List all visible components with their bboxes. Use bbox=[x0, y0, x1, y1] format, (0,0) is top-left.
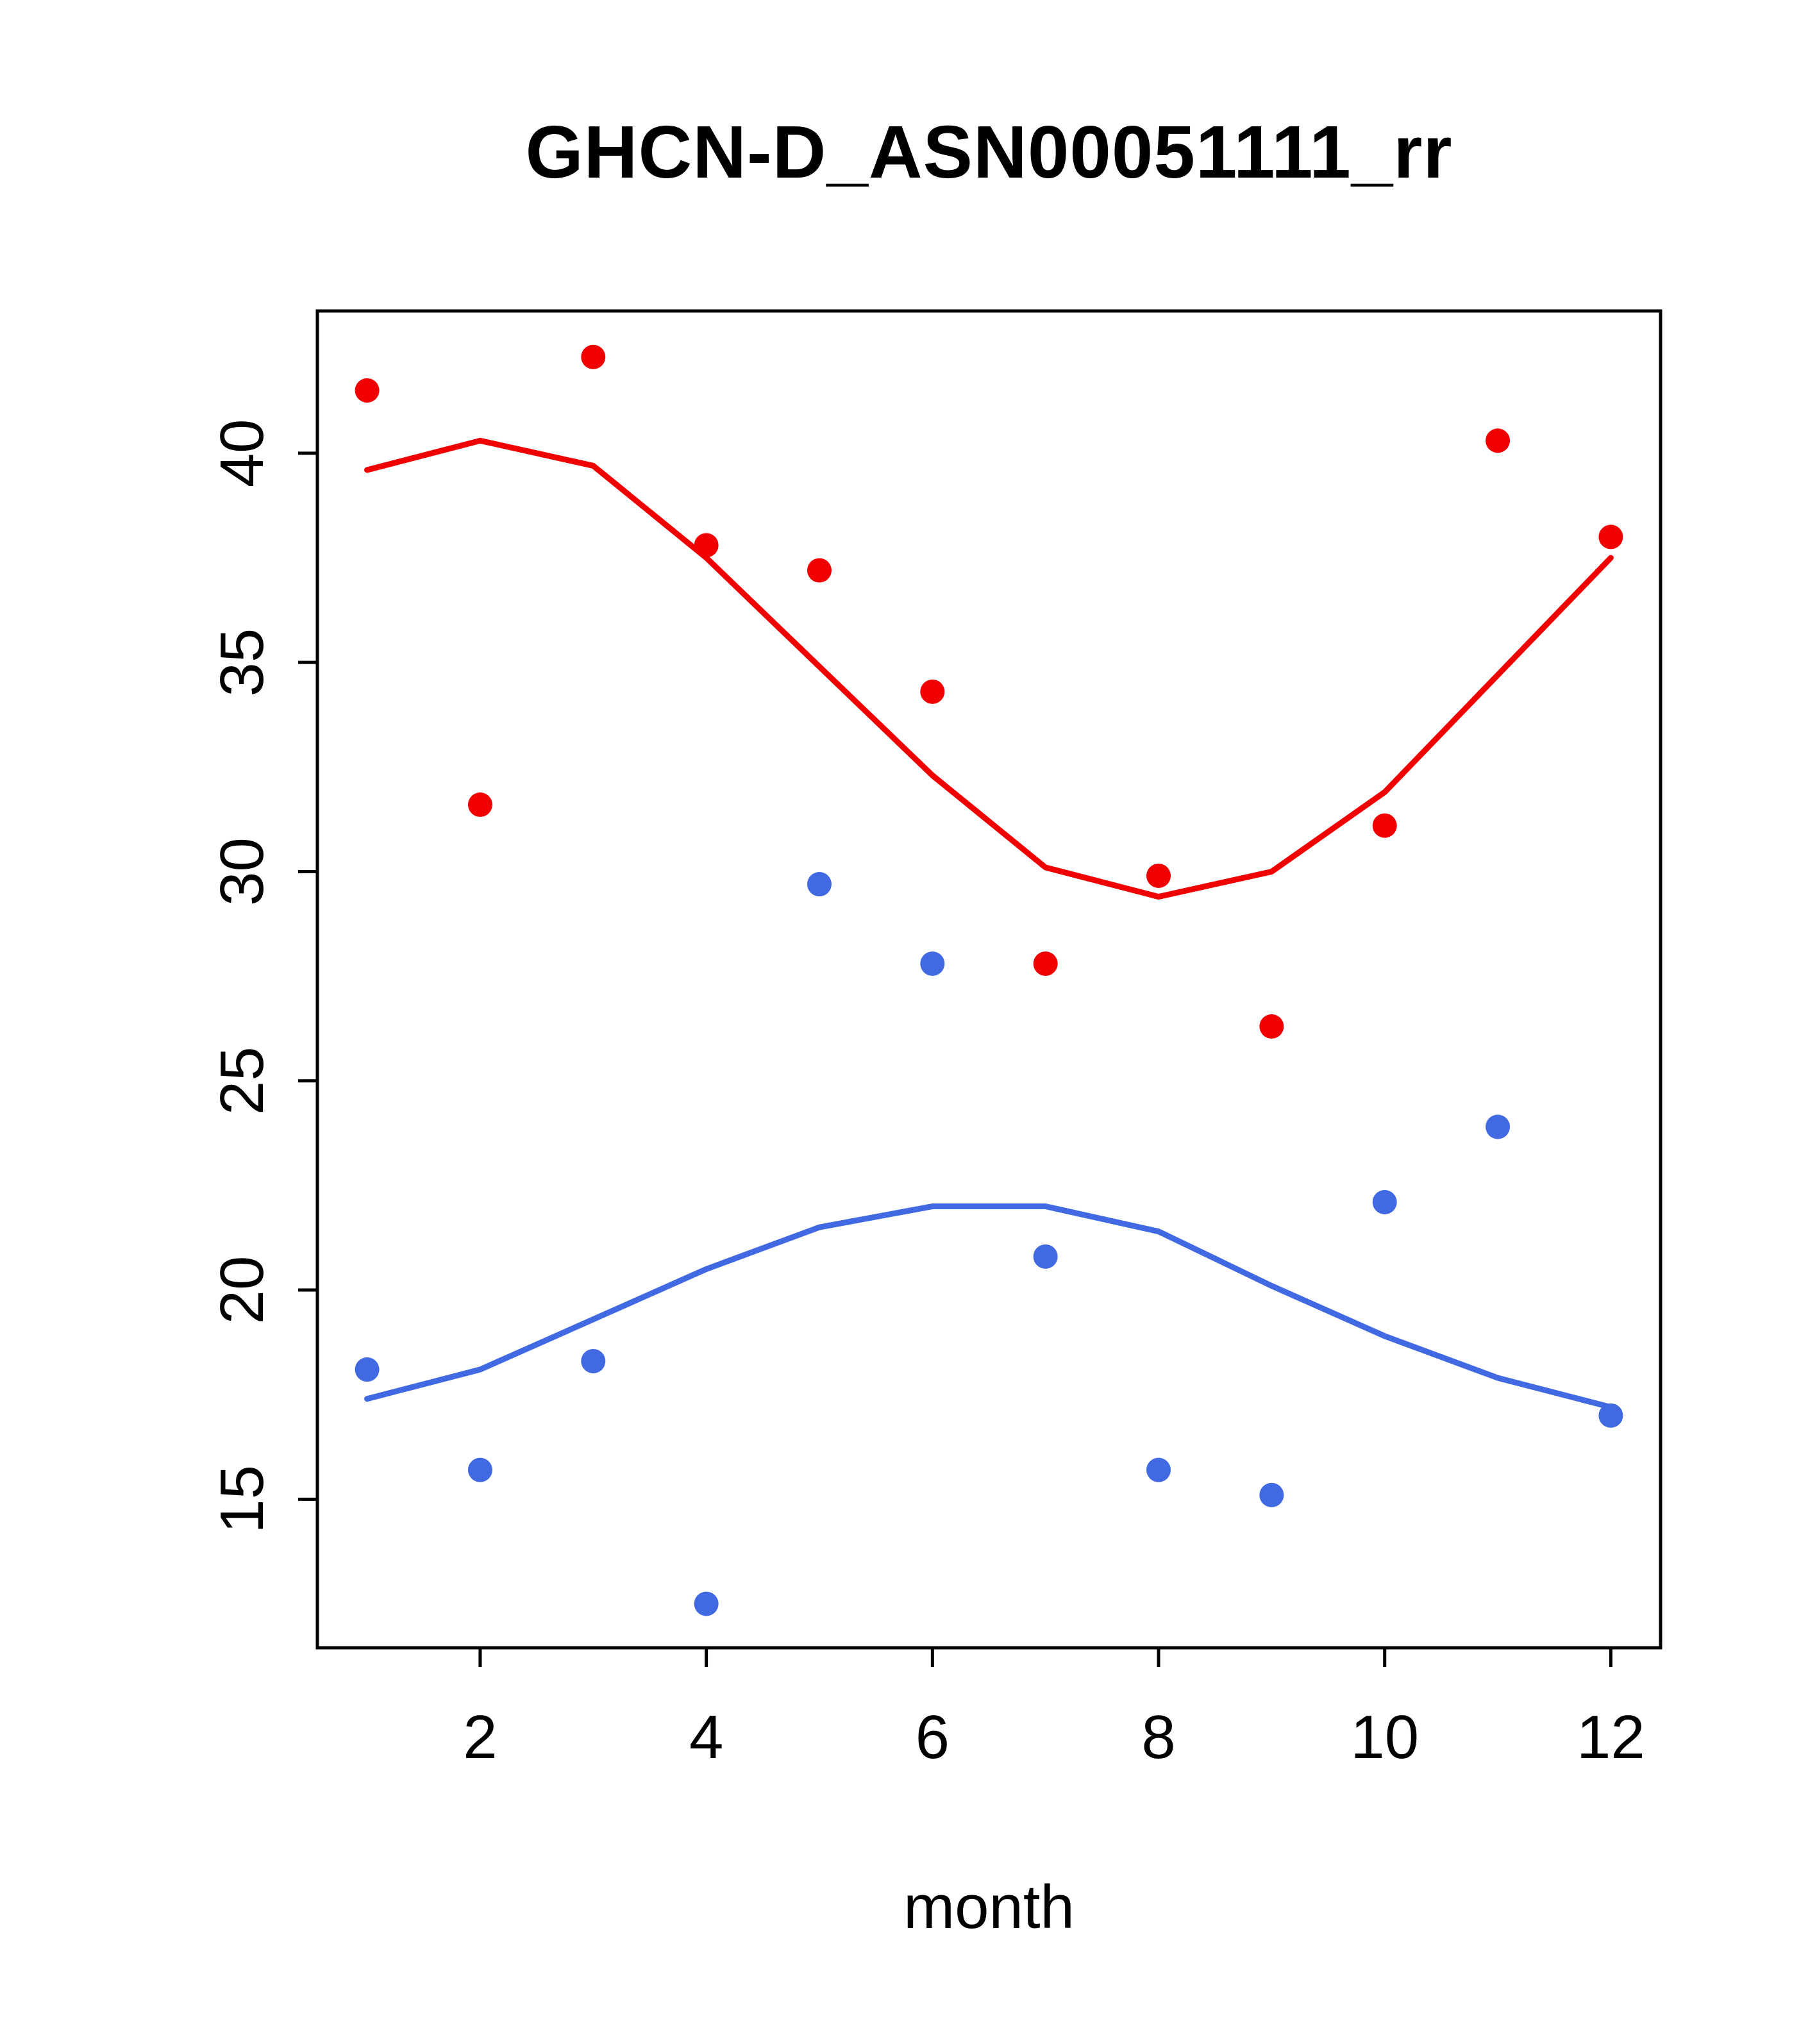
monthly-max-smooth-line bbox=[364, 437, 1614, 900]
monthly-max-points-marker bbox=[1259, 1014, 1284, 1039]
y-tick-label: 35 bbox=[208, 628, 276, 697]
plot-border bbox=[315, 309, 1662, 1650]
monthly-min-points-marker bbox=[1259, 1482, 1284, 1507]
y-tick-label: 20 bbox=[208, 1256, 276, 1325]
monthly-max-points-marker bbox=[920, 679, 945, 704]
monthly-max-points-marker bbox=[1146, 863, 1171, 888]
x-tick-label: 8 bbox=[1141, 1703, 1175, 1772]
monthly-min-points-marker bbox=[467, 1457, 492, 1482]
x-axis-label: month bbox=[903, 1873, 1075, 1941]
monthly-min-points-marker bbox=[807, 872, 832, 897]
monthly-min-points-marker bbox=[920, 951, 945, 976]
monthly-min-points-marker bbox=[1146, 1457, 1171, 1482]
x-tick-label: 2 bbox=[463, 1703, 497, 1772]
monthly-max-points-marker bbox=[355, 378, 380, 403]
chart-title: GHCN-D_ASN00051111_rr bbox=[525, 110, 1453, 194]
y-tick-label: 40 bbox=[208, 419, 276, 487]
monthly-max-points-marker bbox=[467, 792, 492, 817]
monthly-min-points-marker bbox=[1598, 1403, 1623, 1428]
monthly-min-points-marker bbox=[1486, 1114, 1511, 1139]
y-tick-label: 15 bbox=[208, 1465, 276, 1534]
monthly-max-points-marker bbox=[1598, 524, 1623, 549]
x-tick-label: 6 bbox=[916, 1703, 950, 1772]
monthly-max-points-marker bbox=[1486, 428, 1511, 453]
monthly-max-points-marker bbox=[1033, 951, 1058, 976]
monthly-min-points-marker bbox=[581, 1348, 606, 1373]
y-tick-label: 30 bbox=[208, 837, 276, 906]
monthly-min-points-marker bbox=[694, 1591, 719, 1616]
monthly-min-smooth-line bbox=[364, 1203, 1614, 1411]
monthly-max-points-marker bbox=[807, 558, 832, 583]
monthly-min-points-marker bbox=[355, 1357, 380, 1382]
x-tick-label: 12 bbox=[1577, 1703, 1645, 1772]
x-tick-label: 10 bbox=[1350, 1703, 1419, 1772]
y-tick-label: 25 bbox=[208, 1046, 276, 1115]
monthly-max-points-marker bbox=[1372, 813, 1397, 838]
monthly-max-points-marker bbox=[581, 344, 606, 369]
monthly-min-points-marker bbox=[1372, 1190, 1397, 1214]
x-tick-label: 4 bbox=[689, 1703, 723, 1772]
monthly-min-points-marker bbox=[1033, 1244, 1058, 1269]
